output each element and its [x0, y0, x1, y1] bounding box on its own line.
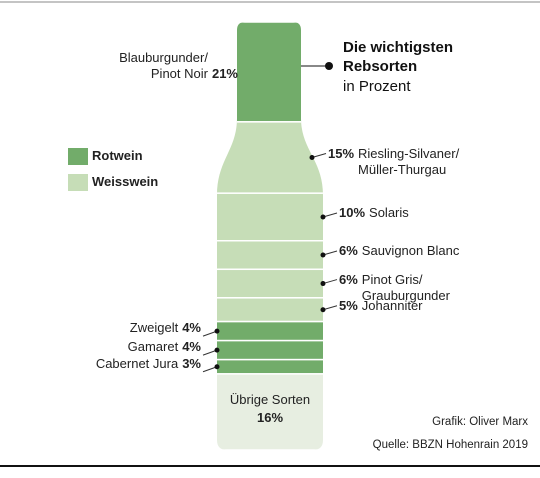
legend-swatch [68, 174, 88, 191]
bottle [217, 22, 323, 450]
segment [217, 320, 323, 342]
leader-dot [320, 281, 326, 287]
category-name: Johanniter [361, 297, 423, 313]
category-name: Zweigelt [129, 320, 179, 336]
value-label: 6% [339, 243, 358, 259]
leader-dot [214, 347, 220, 353]
title: Die wichtigsten Rebsorten [343, 39, 454, 75]
value-label: 10% [339, 204, 366, 220]
segment-label: 10% Solaris [339, 205, 409, 221]
segment [217, 358, 323, 375]
segment-label: Cabernet Jura 3% [96, 356, 201, 372]
credit: Quelle: BBZN Hohenrain 2019 [372, 439, 528, 451]
segment-label: 5% Johanniter [339, 298, 423, 314]
subtitle: in Prozent [343, 78, 411, 95]
leader-dot [320, 214, 326, 220]
segment-label: Zweigelt 4% [130, 320, 201, 336]
segment [217, 373, 323, 450]
value-label: 6% [339, 271, 358, 287]
segment [217, 240, 323, 271]
category-name: Solaris [369, 204, 409, 220]
segment-label: Blauburgunder/ Pinot Noir 21% [119, 50, 238, 82]
category-name: Blauburgunder/ Pinot Noir [119, 49, 208, 81]
leader-dot [214, 328, 220, 334]
value-label: 3% [182, 355, 201, 371]
credit: Grafik: Oliver Marx [432, 416, 528, 428]
segment-label: 6% Sauvignon Blanc [339, 243, 459, 259]
leader-dot [320, 307, 326, 313]
segment [217, 121, 323, 194]
segment-label: Gamaret 4% [128, 339, 201, 355]
leader-dot [309, 155, 315, 161]
category-name: Cabernet Jura [95, 355, 179, 371]
value-label: 4% [182, 320, 201, 336]
category-name: Übrige Sorten [229, 391, 311, 407]
segment [217, 268, 323, 299]
leader-dot [214, 364, 220, 370]
legend-swatch [68, 148, 88, 165]
category-name: Riesling-Silvaner/ Müller-Thurgau [358, 145, 460, 177]
segment-label: 15% Riesling-Silvaner/ Müller-Thurgau [328, 146, 459, 178]
value-label: 4% [182, 339, 201, 355]
segment [217, 192, 323, 242]
category-name: Gamaret [127, 339, 179, 355]
legend-label: Weisswein [92, 174, 159, 189]
segment [217, 339, 323, 361]
title-dot [325, 62, 333, 70]
category-name: Sauvignon Blanc [361, 243, 460, 259]
segment-label: 6% Pinot Gris/ Grauburgunder [339, 272, 450, 304]
leader-dot [320, 252, 326, 258]
segment [217, 297, 323, 323]
value-label: 15% [328, 145, 355, 161]
value-label: 16% [256, 409, 284, 425]
category-name: Pinot Gris/ Grauburgunder [361, 271, 450, 303]
legend-label: Rotwein [92, 148, 143, 163]
value-label: 21% [211, 65, 238, 81]
value-label: 5% [339, 297, 358, 313]
segment-label: Übrige Sorten 16% [217, 392, 323, 426]
